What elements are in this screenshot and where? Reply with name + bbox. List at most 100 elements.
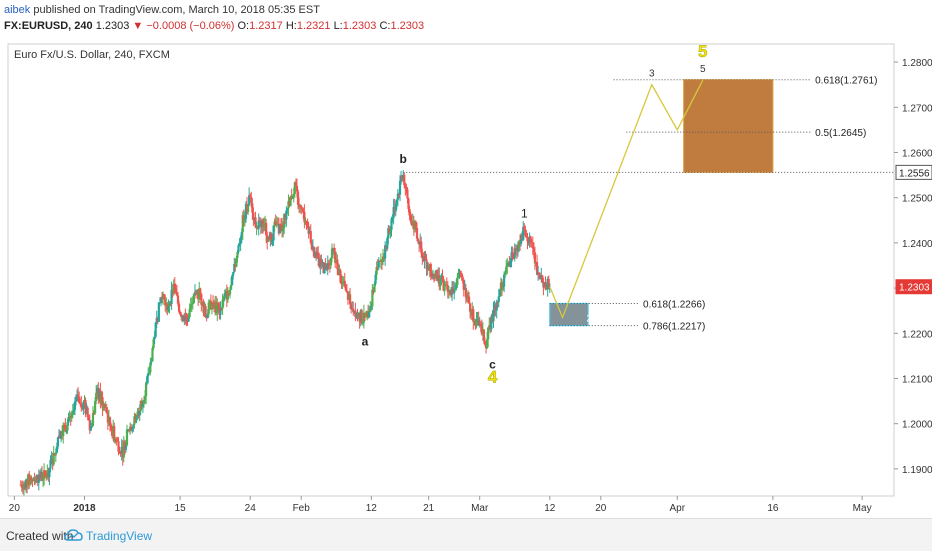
candle-body [301, 208, 304, 210]
candle-body [109, 424, 113, 429]
fib-level-label: 0.618(1.2761) [815, 76, 877, 87]
candle-body [457, 272, 460, 278]
candle-body [246, 205, 250, 213]
candle-body [343, 280, 346, 287]
candle-body [142, 399, 146, 405]
candle-body [407, 198, 410, 210]
candle-body [153, 336, 156, 340]
chart-area[interactable]: Euro Fx/U.S. Dollar, 240, FXCM 1.1900 1.20… [0, 36, 932, 516]
candle-body [177, 303, 181, 312]
candle-body [475, 319, 478, 327]
candle-body [317, 252, 320, 259]
candle-body [265, 223, 268, 236]
candle-body [370, 306, 373, 309]
candle-body [183, 315, 186, 322]
close-label: C: [379, 20, 391, 32]
projected-wave-label-3: 3 [649, 69, 655, 80]
big-wave-label-5: 5 [698, 42, 707, 61]
price-change: ▼ −0.0008 (−0.06%) [132, 20, 235, 32]
candle-body [300, 205, 303, 209]
candle-body [472, 309, 475, 322]
tradingview-brand-link[interactable]: TradingView [86, 529, 153, 543]
candle-body [320, 258, 323, 264]
candle-body [272, 225, 275, 241]
candle-body [526, 237, 529, 242]
candle-body [41, 479, 45, 481]
candle-body [479, 323, 482, 326]
candle-body [429, 264, 432, 277]
candle-body [70, 413, 73, 418]
candle-body [352, 308, 355, 313]
candle-body [330, 248, 334, 259]
candle-body [270, 233, 273, 241]
candle-body [354, 310, 357, 317]
candle-body [236, 252, 239, 259]
candle-body [88, 420, 91, 431]
candle-body [442, 279, 445, 291]
fib-level-label: 0.618(1.2266) [643, 299, 705, 310]
y-tick-label: 1.2700 [902, 103, 932, 114]
candle-body [206, 313, 209, 319]
candle-body [119, 453, 122, 455]
candle-body [389, 230, 392, 234]
candle-body [72, 409, 75, 412]
candle-body [149, 362, 152, 373]
price-chart[interactable]: Euro Fx/U.S. Dollar, 240, FXCM 1.1900 1.20… [0, 36, 932, 516]
candle-body [377, 260, 380, 268]
candle-body [75, 395, 79, 401]
candle-body [168, 303, 171, 306]
candle-body [184, 315, 187, 317]
candle-body [416, 238, 420, 242]
wave-5-target-zone [683, 79, 774, 173]
candle-body [464, 287, 467, 298]
candle-body [190, 303, 193, 305]
candle-body [105, 407, 108, 414]
candle-body [285, 210, 288, 220]
x-tick-label: May [853, 503, 872, 514]
candle-body [278, 224, 282, 234]
y-tick-label: 1.2400 [902, 239, 932, 250]
candle-body [237, 245, 240, 253]
candle-body [252, 212, 255, 220]
candle-body [373, 283, 376, 293]
candle-body [154, 322, 157, 337]
candle-body [175, 293, 179, 296]
candle-body [432, 273, 436, 278]
candle-body [448, 289, 452, 295]
candle-body [146, 376, 149, 383]
candle-body [180, 314, 183, 317]
candle-body [135, 416, 138, 418]
projected-wave-label-5: 5 [700, 64, 706, 75]
candle-body [405, 187, 408, 190]
wave-label-c: c [489, 357, 496, 371]
author-link[interactable]: aibek [4, 4, 31, 16]
candle-body [333, 247, 336, 252]
candle-body [496, 301, 499, 303]
x-tick-label: 21 [423, 503, 435, 514]
candle-body [409, 215, 412, 222]
y-tick-label: 1.2500 [902, 194, 932, 205]
x-tick-label: 12 [366, 503, 378, 514]
candle-body [188, 308, 191, 318]
candle-body [501, 286, 505, 289]
price-tag-label: 1.2556 [899, 168, 930, 179]
y-tick-label: 1.2200 [902, 329, 932, 340]
candle-body [241, 215, 244, 233]
candle-body [174, 288, 177, 294]
candle-body [334, 251, 337, 263]
candle-body [375, 266, 378, 275]
candle-body [103, 404, 106, 408]
candle-body [310, 242, 313, 250]
candle-body [79, 402, 82, 404]
candle-body [199, 288, 202, 294]
candle-body [74, 400, 78, 402]
candle-body [40, 472, 44, 480]
candle-body [95, 392, 98, 401]
candle-body [532, 248, 535, 253]
candle-body [384, 245, 387, 259]
candle-body [34, 481, 37, 483]
candle-body [453, 288, 456, 294]
candle-body [313, 256, 317, 258]
candle-body [124, 445, 128, 450]
candle-body [148, 372, 151, 374]
